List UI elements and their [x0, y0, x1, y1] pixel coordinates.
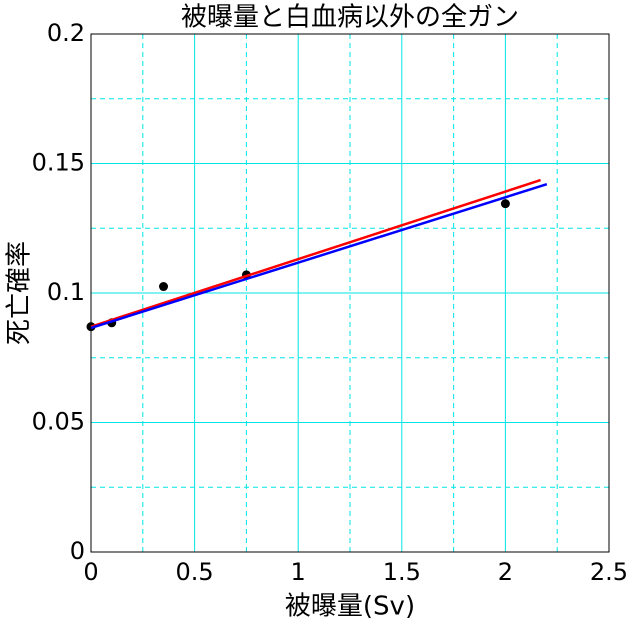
- chart-title: 被曝量と白血病以外の全ガン: [181, 3, 519, 33]
- y-axis-label: 死亡確率: [5, 241, 35, 345]
- x-tick-label: 0: [83, 558, 98, 586]
- x-tick-label: 1: [291, 558, 306, 586]
- fit-line: [90, 178, 542, 328]
- x-tick-label: 0.5: [176, 558, 214, 586]
- x-axis-label: 被曝量(Sv): [285, 592, 415, 622]
- x-tick-label: 1.5: [383, 558, 421, 586]
- data-point: [500, 199, 510, 209]
- y-tick-label: 0.2: [47, 19, 85, 47]
- x-tick-label: 2.5: [590, 558, 628, 586]
- data-point: [159, 282, 169, 292]
- y-tick-label: 0.15: [32, 149, 85, 177]
- y-tick-label: 0.1: [47, 278, 85, 306]
- y-tick-label: 0: [70, 537, 85, 565]
- x-tick-label: 2: [498, 558, 513, 586]
- fit-line: [90, 183, 548, 330]
- plot-frame: [90, 33, 610, 553]
- y-tick-label: 0.05: [32, 408, 85, 436]
